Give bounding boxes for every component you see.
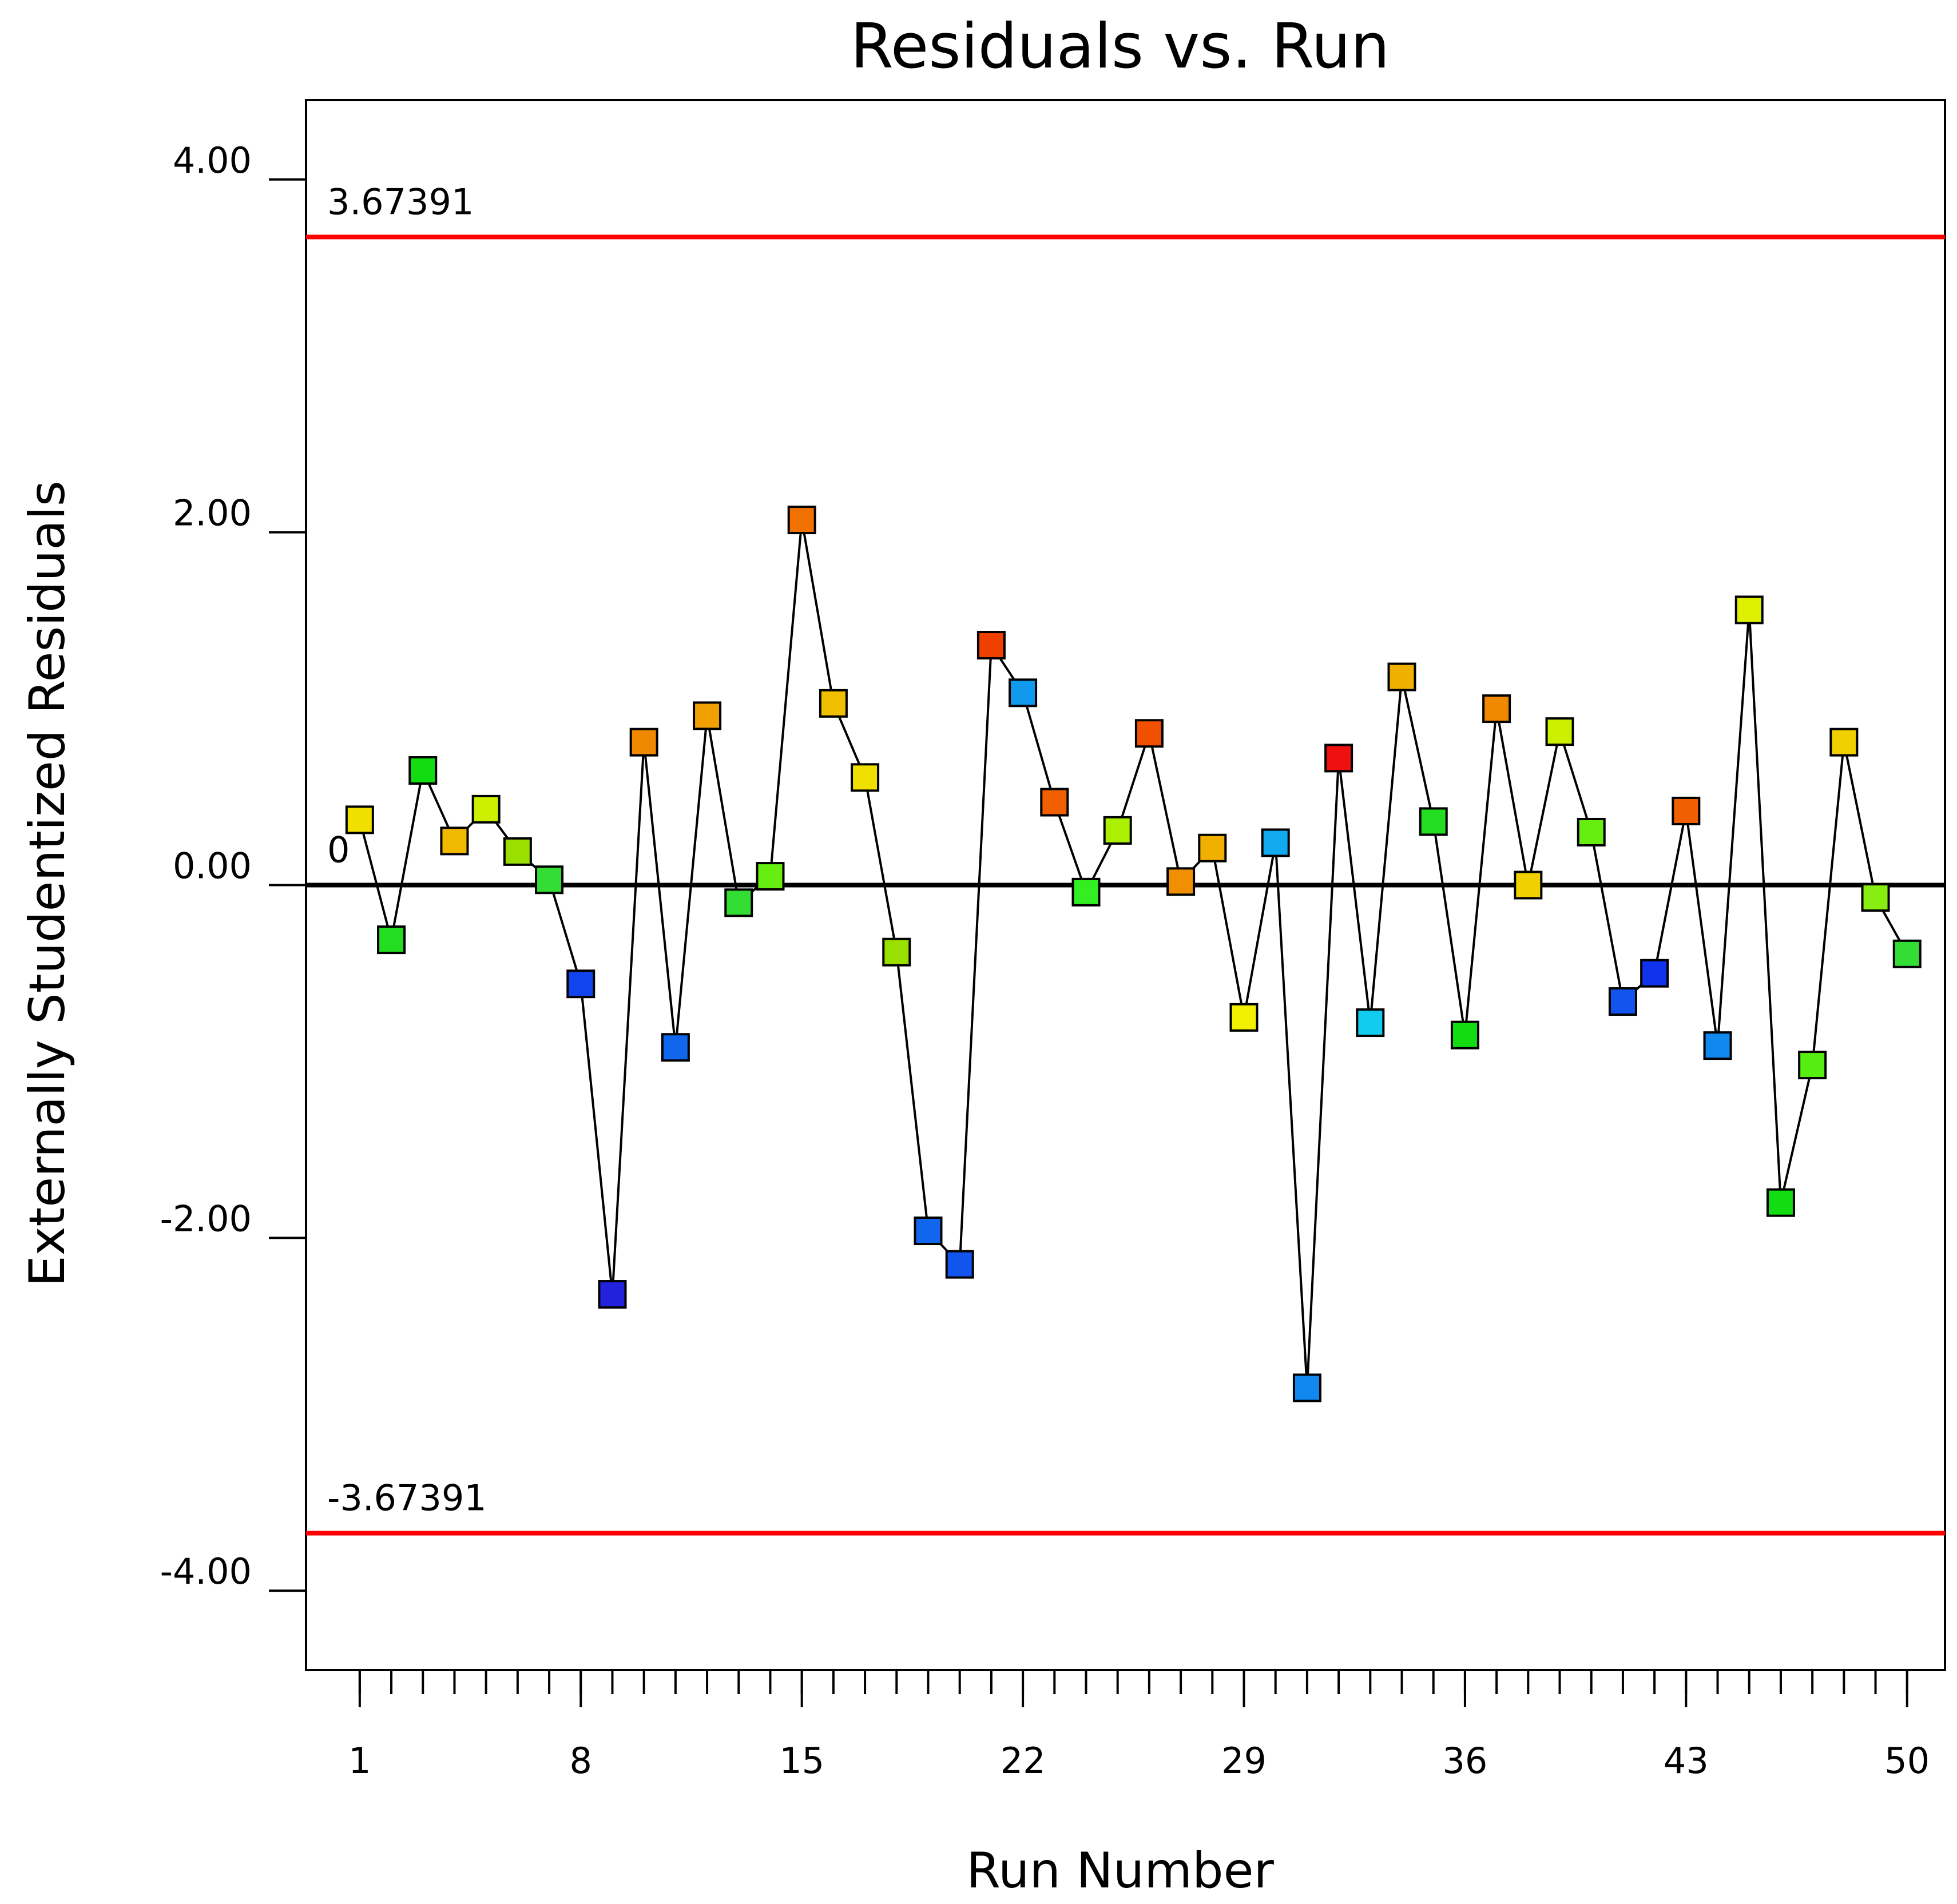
x-tick-label: 29	[1221, 1740, 1267, 1782]
data-point	[440, 826, 469, 856]
data-point	[1103, 816, 1132, 845]
reference-line-label: -3.67391	[327, 1477, 487, 1519]
y-tick-label: 2.00	[173, 492, 252, 534]
data-point	[976, 631, 1006, 660]
data-point	[377, 925, 406, 955]
data-point	[1640, 959, 1669, 988]
y-tick-label: -4.00	[160, 1551, 252, 1592]
data-point	[503, 837, 532, 866]
data-point	[1009, 678, 1038, 707]
data-point	[1387, 662, 1416, 691]
x-tick-label: 43	[1664, 1740, 1709, 1782]
data-point	[566, 969, 596, 999]
y-axis-label: Externally Studentized Residuals	[19, 480, 76, 1286]
x-tick-label: 36	[1442, 1740, 1487, 1782]
data-point	[1672, 796, 1701, 825]
reference-line-label: 0	[327, 829, 350, 871]
data-point	[1482, 694, 1511, 724]
data-point	[1734, 595, 1764, 625]
data-point	[1861, 883, 1890, 912]
data-point	[535, 865, 564, 895]
data-point	[1071, 877, 1101, 907]
data-point	[661, 1033, 690, 1062]
data-point	[1766, 1188, 1795, 1217]
data-point	[882, 937, 911, 967]
x-tick-label: 50	[1884, 1740, 1930, 1782]
data-point	[756, 862, 785, 891]
data-point	[629, 728, 658, 757]
x-tick-label: 1	[348, 1740, 371, 1782]
data-point	[1229, 1003, 1259, 1032]
data-point	[851, 763, 880, 792]
data-point	[1292, 1373, 1321, 1402]
data-point	[1419, 807, 1448, 836]
x-tick-label: 15	[779, 1740, 824, 1782]
y-tick-label: 4.00	[173, 140, 252, 181]
x-tick-label: 22	[1001, 1740, 1046, 1782]
data-point	[787, 506, 816, 535]
data-point	[1198, 833, 1227, 862]
data-point	[1134, 719, 1164, 748]
data-point	[1514, 870, 1543, 900]
chart-title: Residuals vs. Run	[851, 11, 1390, 82]
data-point	[1892, 939, 1922, 968]
data-point	[1324, 744, 1353, 773]
data-point	[1545, 717, 1574, 746]
data-point	[945, 1250, 974, 1279]
data-point	[914, 1217, 943, 1246]
data-point	[819, 689, 848, 718]
data-point	[471, 794, 501, 824]
data-point	[1829, 728, 1859, 757]
data-point	[345, 805, 374, 834]
data-point	[598, 1280, 627, 1309]
data-point	[1798, 1051, 1827, 1080]
data-point	[1356, 1008, 1385, 1038]
x-axis-label: Run Number	[966, 1842, 1274, 1899]
y-tick-label: -2.00	[160, 1198, 252, 1239]
data-point	[693, 701, 722, 730]
plot-area: 4.00 2.00 0.00 -2.00 -4.00 1 8 15 22 29 36 43 50 3.67…	[160, 99, 1946, 1782]
reference-line-label: 3.67391	[327, 181, 474, 222]
data-point	[1703, 1031, 1732, 1060]
x-tick-label: 8	[570, 1740, 592, 1782]
data-point	[1450, 1020, 1479, 1050]
data-point	[1261, 828, 1290, 857]
data-point	[1577, 817, 1606, 846]
data-point	[1040, 788, 1069, 817]
data-point	[1608, 987, 1637, 1016]
data-point	[408, 756, 438, 785]
data-point	[1166, 867, 1196, 896]
y-tick-label: 0.00	[173, 845, 252, 887]
data-point	[724, 888, 753, 917]
